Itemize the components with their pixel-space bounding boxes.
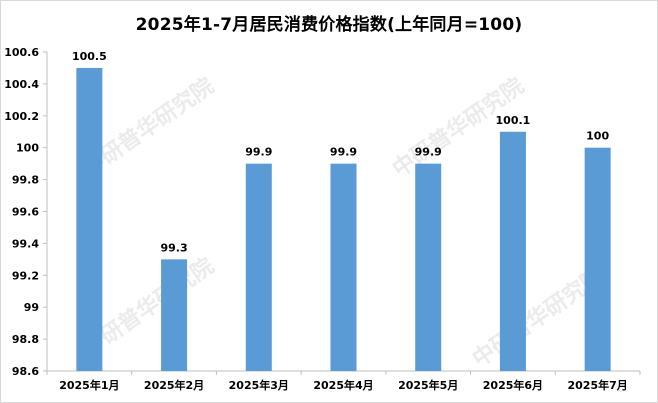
x-axis: 2025年1月 2025年2月 2025年3月 2025年4月 2025年5月 2025年…: [46, 370, 641, 392]
bar: [161, 259, 188, 371]
x-tick-label: 2025年5月: [398, 378, 458, 392]
y-tick-label: 98.6: [12, 365, 39, 378]
bar: [499, 131, 526, 371]
bar: [584, 147, 611, 371]
bar: [76, 67, 103, 371]
data-label: 100.5: [72, 50, 107, 63]
y-tick-label: 99.2: [12, 269, 39, 282]
y-axis: 98.6 98.8 99 99.2 99.4 99.6 99.8 100 100.2 100.4 1…: [4, 46, 48, 378]
data-label: 100.1: [496, 114, 531, 127]
data-label: 99.9: [245, 146, 272, 159]
y-tick-label: 99.6: [12, 206, 39, 219]
x-tick-label: 2025年4月: [313, 378, 373, 392]
y-tick-label: 100: [16, 142, 39, 155]
x-tick-label: 2025年3月: [229, 378, 289, 392]
data-label: 99.9: [415, 146, 442, 159]
data-label: 100: [586, 130, 609, 143]
y-tick-label: 100.2: [4, 110, 39, 123]
bar: [330, 163, 357, 371]
chart-title: 2025年1-7月居民消费价格指数(上年同月=100): [135, 15, 523, 35]
y-tick-label: 99: [24, 301, 39, 314]
data-labels: 100.5 99.3 99.9 99.9 99.9 100.1 100: [72, 50, 610, 254]
y-tick-label: 100.4: [4, 78, 39, 91]
x-tick-label: 2025年7月: [568, 378, 628, 392]
bar: [415, 163, 442, 371]
bars: [76, 67, 611, 371]
data-label: 99.9: [330, 146, 357, 159]
x-tick-label: 2025年1月: [59, 378, 119, 392]
y-tick-label: 99.4: [12, 237, 39, 250]
data-label: 99.3: [161, 241, 188, 254]
y-tick-label: 99.8: [12, 174, 39, 187]
y-tick-label: 98.8: [12, 333, 39, 346]
y-tick-label: 100.6: [4, 46, 39, 59]
x-tick-label: 2025年2月: [144, 378, 204, 392]
bar: [245, 163, 272, 371]
x-tick-label: 2025年6月: [483, 378, 543, 392]
